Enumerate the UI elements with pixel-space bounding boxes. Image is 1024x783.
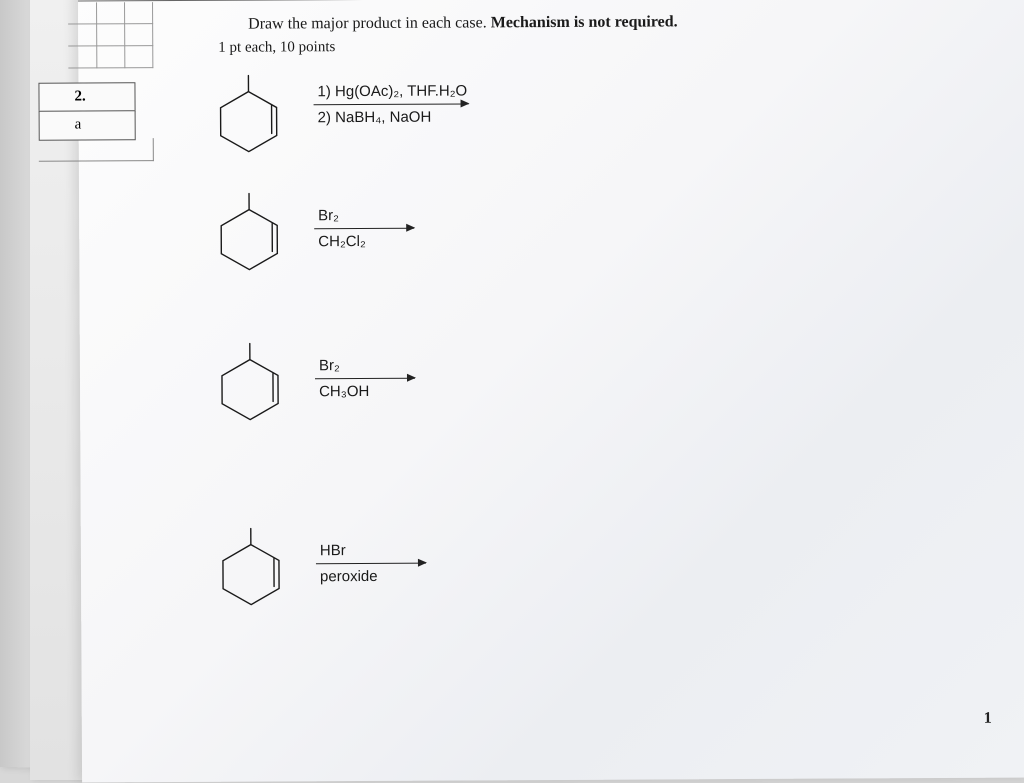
reagent-block-4: HBr peroxide — [316, 540, 426, 588]
reagent-block-1: 1) Hg(OAc)₂, THF.H₂O 2) NaBH₄, NaOH — [313, 80, 471, 128]
reaction-arrow-1 — [314, 103, 469, 105]
methylcyclohexene-icon — [198, 73, 298, 164]
reagent-top-2: Br₂ — [314, 205, 414, 227]
reagent-bottom-1: 2) NaBH₄, NaOH — [314, 106, 472, 128]
instruction-text: Draw the major product in each case. Mec… — [248, 13, 678, 33]
problem-number: 2. — [74, 88, 85, 104]
problem-number-tab: 2. — [38, 82, 135, 113]
reagent-bottom-4: peroxide — [316, 566, 426, 588]
problem-letter: a — [75, 116, 82, 132]
problem-letter-tab: a — [39, 110, 136, 141]
reagent-block-3: Br₂ CH₃OH — [315, 355, 415, 403]
reagent-bottom-3: CH₃OH — [315, 381, 415, 403]
reagent-top-1: 1) Hg(OAc)₂, THF.H₂O — [313, 80, 471, 102]
methylcyclohexene-icon — [201, 526, 301, 617]
reaction-arrow-3 — [315, 378, 415, 380]
reaction-arrow-4 — [316, 563, 426, 565]
reaction-arrow-2 — [314, 228, 414, 230]
instruction-prefix: Draw the major product in each case. — [248, 14, 491, 32]
reagent-bottom-2: CH₂Cl₂ — [314, 231, 414, 253]
instruction-bold: Mechanism is not required. — [491, 13, 678, 31]
tab-grid — [39, 138, 154, 162]
methylcyclohexene-icon — [199, 191, 299, 282]
methylcyclohexene-icon — [200, 341, 300, 432]
header-rule — [78, 0, 998, 1]
page-number: 1 — [984, 710, 992, 728]
reagent-block-2: Br₂ CH₂Cl₂ — [314, 205, 414, 253]
reagent-top-3: Br₂ — [315, 355, 415, 377]
reagent-top-4: HBr — [316, 540, 426, 562]
notebook-edge-grid — [68, 2, 153, 68]
page-stack: Draw the major product in each case. Mec… — [0, 0, 1024, 768]
worksheet-page: Draw the major product in each case. Mec… — [78, 0, 1024, 782]
points-line: 1 pt each, 10 points — [218, 39, 335, 57]
